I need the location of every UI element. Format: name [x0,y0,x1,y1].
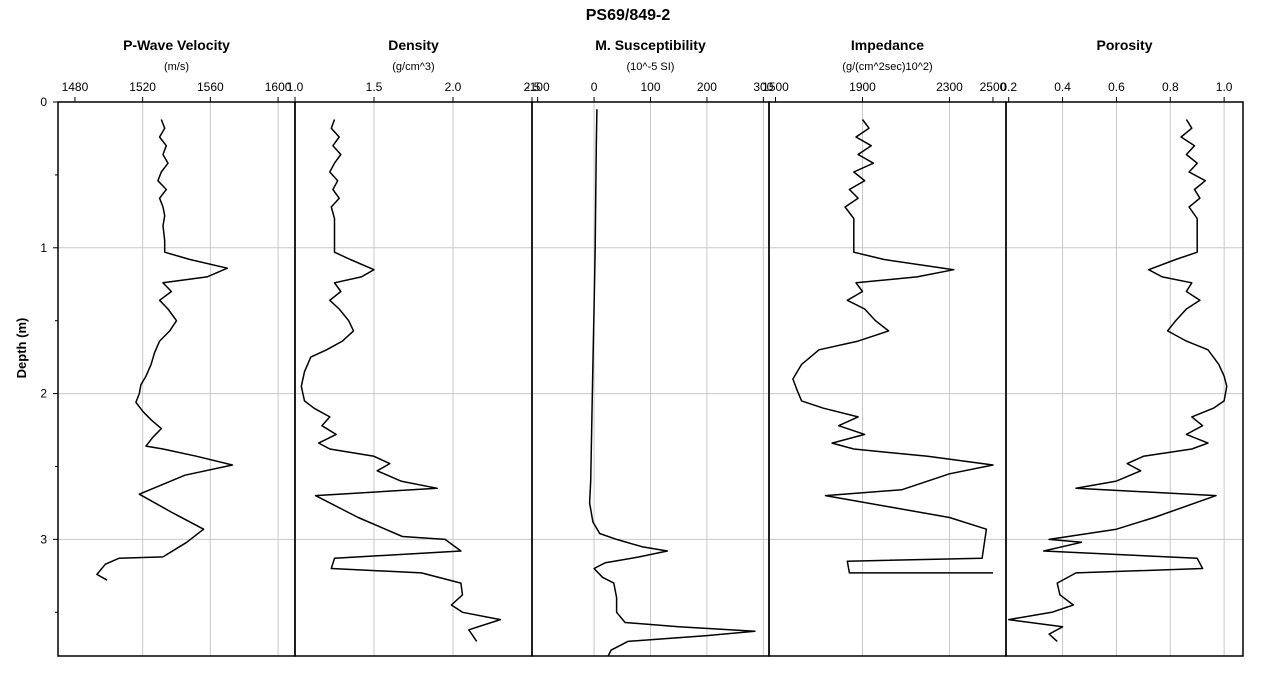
p-wave-velocity-x-tick-label: 1560 [197,80,224,94]
density-x-tick-label: 1.0 [287,80,304,94]
m-susceptibility-x-tick-label: 300 [753,80,773,94]
y-tick-label: 0 [40,95,47,109]
chart-title: PS69/849-2 [586,7,671,24]
density-series-line [300,119,502,642]
density-x-tick-label: 2.5 [524,80,541,94]
impedance-x-tick-label: 2500 [980,80,1007,94]
p-wave-velocity-title: P-Wave Velocity [123,37,230,53]
m-susceptibility-x-tick-label: 0 [591,80,598,94]
impedance-x-tick-label: 1900 [849,80,876,94]
impedance-series-line [792,119,994,574]
density-unit: (g/cm^3) [392,61,434,73]
porosity-panel: Porosity 0.2 0.4 0.6 0.8 1.0 [1000,37,1244,657]
porosity-x-tick-label: 0.8 [1162,80,1179,94]
m-susceptibility-panel: M. Susceptibility (10^-5 SI) -100 0 100 200 30… [526,37,774,657]
impedance-x-tick-label: 2300 [936,80,963,94]
impedance-x-tick-label: 1500 [762,80,789,94]
impedance-unit: (g/(cm^2sec)10^2) [842,61,932,73]
y-axis-ticks: 0 1 2 3 [40,95,58,613]
p-wave-velocity-series-line [96,119,234,581]
y-tick-label: 1 [40,241,47,255]
p-wave-velocity-frame [57,101,296,657]
m-susceptibility-series-line [588,109,756,657]
m-susceptibility-x-tick-label: -100 [526,80,550,94]
p-wave-velocity-panel: P-Wave Velocity (m/s) 1480 1520 1560 1600 [57,37,296,657]
porosity-x-tick-label: 0.6 [1108,80,1125,94]
porosity-series-line [1007,119,1228,642]
y-axis-label: Depth (m) [14,318,29,379]
porosity-x-tick-label: 0.4 [1054,80,1071,94]
p-wave-velocity-unit: (m/s) [164,61,189,73]
m-susceptibility-x-tick-label: 200 [697,80,717,94]
density-x-tick-label: 1.5 [366,80,383,94]
p-wave-velocity-x-tick-label: 1600 [265,80,292,94]
y-tick-label: 2 [40,387,47,401]
y-tick-label: 3 [40,532,47,546]
m-susceptibility-x-tick-label: 100 [640,80,660,94]
m-susceptibility-title: M. Susceptibility [595,37,706,53]
porosity-x-tick-label: 0.2 [1000,80,1017,94]
log-panels: P-Wave Velocity(m/s)1480 1520 1560 1600Dens… [57,37,1244,657]
density-panel: Density (g/cm^3) 1.0 1.5 2.0 2.5 [287,37,541,657]
density-title: Density [388,37,439,53]
m-susceptibility-unit: (10^-5 SI) [627,61,675,73]
porosity-x-tick-label: 1.0 [1216,80,1233,94]
p-wave-velocity-x-tick-label: 1480 [62,80,89,94]
impedance-title: Impedance [851,37,924,53]
porosity-title: Porosity [1096,37,1152,53]
impedance-panel: Impedance (g/(cm^2sec)10^2) 1500 1900 2300 25… [762,37,1007,657]
porosity-frame [1005,101,1244,657]
density-x-tick-label: 2.0 [445,80,462,94]
p-wave-velocity-x-tick-label: 1520 [129,80,156,94]
